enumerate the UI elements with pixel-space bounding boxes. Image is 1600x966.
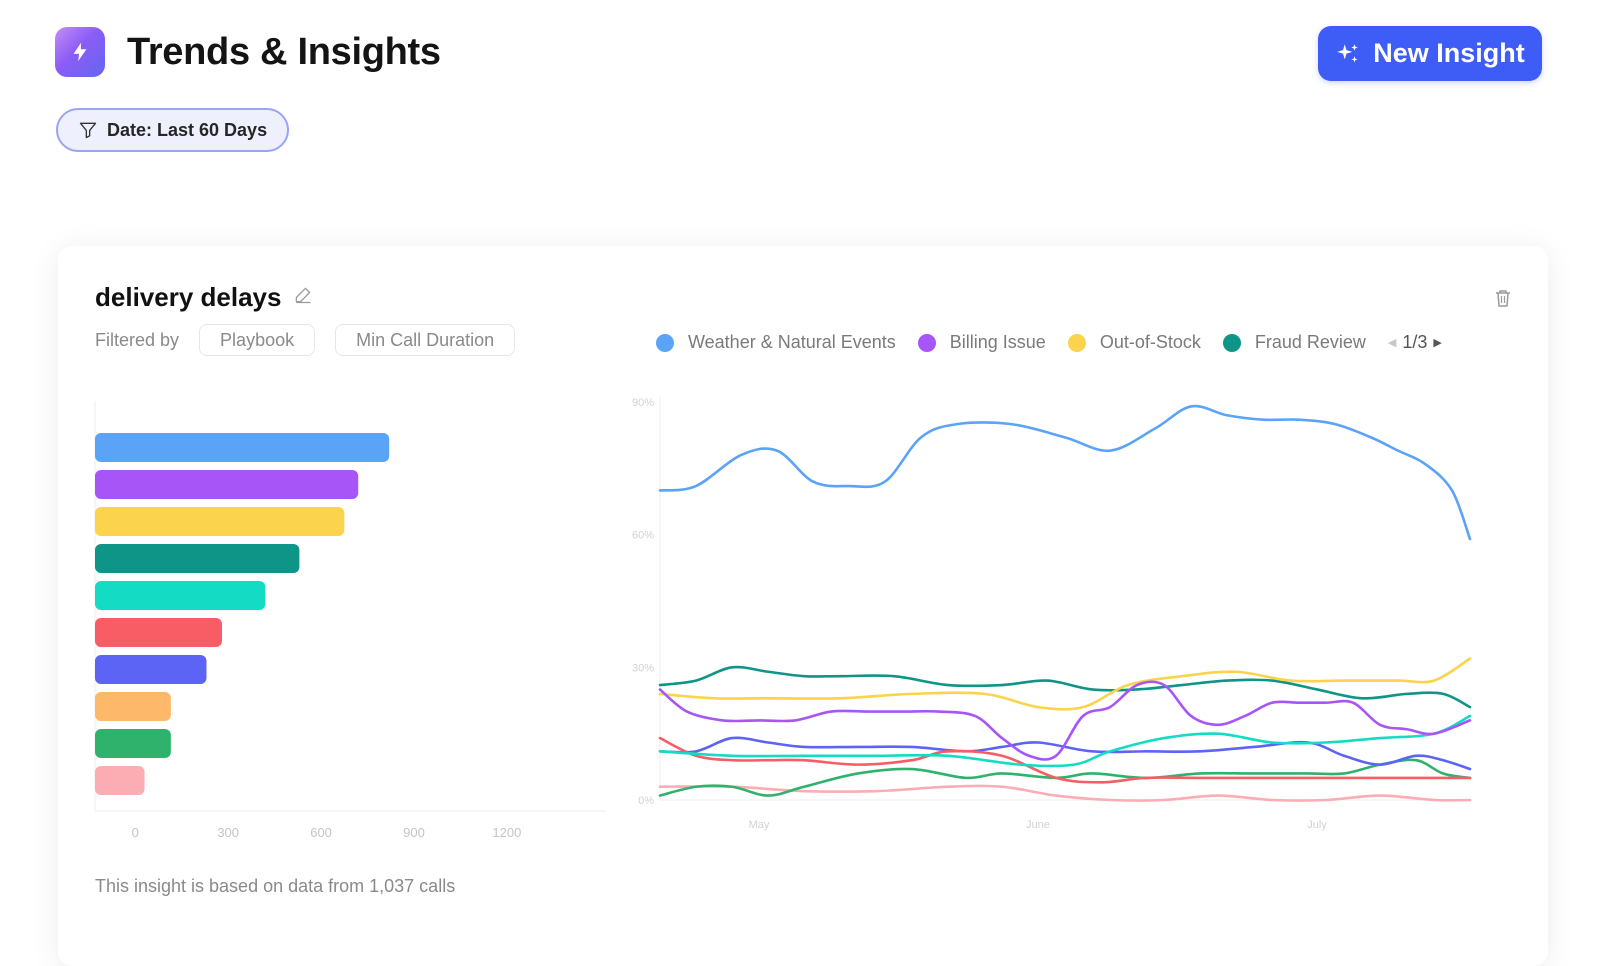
series-line-out-of-stock[interactable] bbox=[658, 657, 1472, 711]
bar[interactable] bbox=[95, 766, 145, 795]
legend-dot bbox=[1067, 333, 1086, 352]
lightning-logo-icon bbox=[55, 27, 105, 77]
date-filter-chip[interactable]: Date: Last 60 Days bbox=[56, 108, 289, 152]
insight-title-row: delivery delays bbox=[95, 282, 313, 313]
bar[interactable] bbox=[95, 544, 300, 573]
sparkles-icon bbox=[1337, 43, 1358, 63]
legend-label: Out-of-Stock bbox=[1099, 332, 1201, 352]
horizontal-bar-chart: 0 300 600 900 1200 bbox=[94, 401, 606, 840]
legend-dot bbox=[917, 333, 936, 352]
bar[interactable] bbox=[95, 470, 359, 499]
pager-prev-icon[interactable]: ◀ bbox=[1387, 337, 1397, 349]
bar[interactable] bbox=[95, 618, 222, 647]
series-line-fraud-review[interactable] bbox=[658, 665, 1472, 709]
bar-x-tick-label: 900 bbox=[403, 825, 425, 840]
bar-x-tick-label: 1200 bbox=[492, 825, 521, 840]
bar[interactable] bbox=[95, 692, 171, 721]
chart-legend: Weather & Natural Events Billing Issue O… bbox=[656, 332, 1442, 353]
line-chart: 0% 30% 60% 90% May June July bbox=[632, 396, 1472, 831]
filter-chip-min-call-duration[interactable]: Min Call Duration bbox=[335, 324, 516, 356]
y-tick-label: 90% bbox=[632, 397, 654, 409]
filter-funnel-icon bbox=[79, 122, 97, 139]
bar-x-tick-label: 600 bbox=[310, 825, 332, 840]
date-filter-label: Date: Last 60 Days bbox=[107, 119, 268, 140]
legend-item[interactable]: Out-of-Stock bbox=[1067, 332, 1201, 353]
bar[interactable] bbox=[95, 507, 345, 536]
legend-pager: ◀ 1/3 ▶ bbox=[1388, 332, 1442, 353]
insight-card: delivery delays Filtered by Playbook Min… bbox=[58, 246, 1548, 966]
series-line-red[interactable] bbox=[658, 736, 1472, 784]
page-title: Trends & Insights bbox=[127, 30, 441, 73]
series-line-weather-natural-events[interactable] bbox=[658, 404, 1472, 541]
filters-row: Filtered by Playbook Min Call Duration bbox=[95, 324, 516, 356]
trash-icon[interactable] bbox=[1494, 288, 1512, 313]
bar[interactable] bbox=[95, 581, 266, 610]
y-tick-label: 60% bbox=[632, 530, 654, 542]
y-tick-label: 0% bbox=[638, 795, 654, 807]
bar[interactable] bbox=[95, 433, 390, 462]
y-tick-label: 30% bbox=[632, 662, 654, 674]
legend-item[interactable]: Weather & Natural Events bbox=[656, 332, 896, 353]
insight-title: delivery delays bbox=[95, 282, 282, 312]
series-line-pink[interactable] bbox=[658, 784, 1472, 802]
insight-footer-note: This insight is based on data from 1,037… bbox=[95, 876, 456, 896]
legend-label: Weather & Natural Events bbox=[688, 332, 896, 352]
edit-pencil-icon[interactable] bbox=[293, 285, 313, 310]
x-tick-label: May bbox=[749, 819, 770, 831]
x-tick-label: June bbox=[1026, 819, 1050, 831]
lightning-icon bbox=[73, 42, 87, 62]
legend-page-indicator: 1/3 bbox=[1402, 332, 1428, 352]
new-insight-button[interactable]: New Insight bbox=[1318, 26, 1542, 81]
new-insight-label: New Insight bbox=[1373, 38, 1525, 68]
pager-next-icon[interactable]: ▶ bbox=[1433, 337, 1442, 349]
filter-chip-playbook[interactable]: Playbook bbox=[199, 324, 316, 356]
bar-x-tick-label: 0 bbox=[132, 825, 139, 840]
legend-label: Fraud Review bbox=[1254, 332, 1366, 352]
bar[interactable] bbox=[95, 655, 207, 684]
x-tick-label: July bbox=[1307, 819, 1327, 831]
legend-item[interactable]: Fraud Review bbox=[1222, 332, 1366, 353]
series-line-billing-issue[interactable] bbox=[658, 680, 1472, 761]
legend-dot bbox=[1222, 333, 1241, 352]
page-header: Trends & Insights bbox=[55, 27, 441, 77]
bar-x-tick-label: 300 bbox=[217, 825, 239, 840]
series-line-teal[interactable] bbox=[658, 714, 1472, 768]
filtered-by-label: Filtered by bbox=[95, 329, 180, 350]
legend-dot bbox=[656, 333, 674, 352]
legend-label: Billing Issue bbox=[949, 332, 1046, 352]
legend-item[interactable]: Billing Issue bbox=[917, 332, 1046, 353]
bar[interactable] bbox=[95, 729, 171, 758]
